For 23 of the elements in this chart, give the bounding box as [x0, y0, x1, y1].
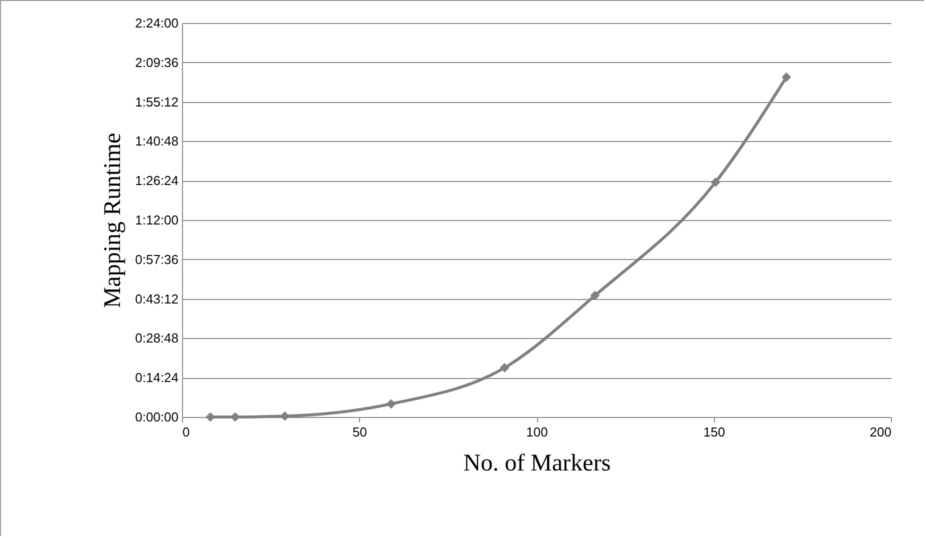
y-tick-label: 0:14:24: [135, 370, 178, 386]
y-tick-label: 1:40:48: [135, 134, 178, 149]
x-axis-title: No. of Markers: [463, 450, 611, 476]
y-tick-label: 1:55:12: [135, 94, 178, 110]
y-tick-label: 0:43:12: [135, 291, 178, 306]
y-tick-label: 2:24:00: [135, 16, 178, 30]
point: [386, 399, 396, 409]
point: [590, 290, 600, 300]
y-tick-label: 2:09:36: [135, 54, 178, 70]
point: [710, 178, 720, 187]
y-axis-title: Mapping Runtime: [100, 132, 126, 308]
y-tick-label: 0:28:48: [135, 330, 178, 346]
x-tick-label: 200: [870, 424, 892, 440]
point: [500, 363, 510, 372]
x-tick-label: 50: [352, 424, 367, 440]
y-tick-label: 0:57:36: [135, 252, 178, 267]
y-tick-label: 0:00:00: [135, 410, 178, 424]
point: [782, 72, 792, 82]
y-tick-label: 1:26:24: [135, 173, 178, 188]
x-tick-label: 0: [182, 424, 190, 440]
x-tick-label: 100: [526, 424, 548, 440]
x-tick-label: 150: [703, 424, 726, 440]
y-tick-label: 1:12:00: [135, 212, 178, 228]
